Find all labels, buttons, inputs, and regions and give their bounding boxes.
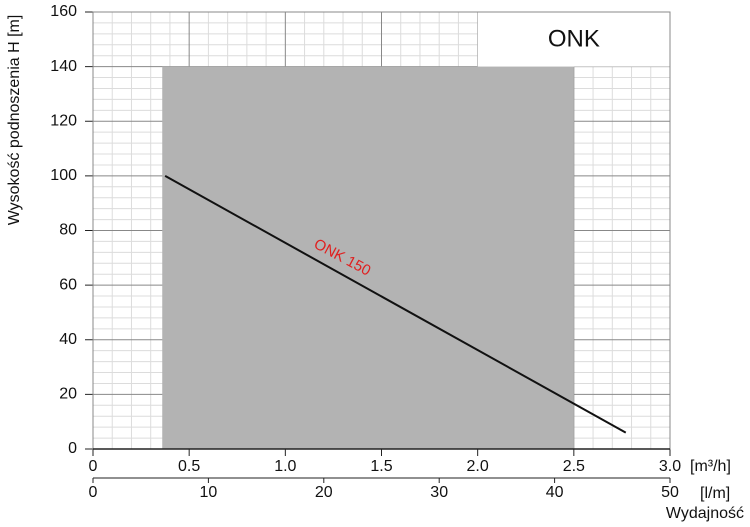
x2-tick-label: 0 (89, 484, 98, 501)
x-tick-label: 0.5 (178, 458, 200, 475)
x-unit: [m³/h] (690, 458, 731, 475)
x2-unit: [l/m] (700, 485, 730, 502)
y-tick-label: 0 (68, 440, 77, 457)
x-tick-label: 2.0 (467, 458, 489, 475)
x2-tick-label: 40 (546, 484, 564, 501)
y-tick-label: 80 (59, 222, 77, 239)
x2-tick-label: 30 (430, 484, 448, 501)
y-tick-label: 60 (59, 276, 77, 293)
operating-region (162, 66, 574, 449)
chart-title: ONK (548, 25, 600, 52)
y-tick-label: 120 (50, 112, 77, 129)
y-tick-label: 40 (59, 331, 77, 348)
x-tick-label: 2.5 (563, 458, 585, 475)
x2-axis-label: Wydajność (666, 505, 744, 522)
series-line (164, 175, 627, 434)
x2-tick-label: 20 (315, 484, 333, 501)
x-tick-label: 1.5 (370, 458, 392, 475)
x-tick-label: 1.0 (274, 458, 296, 475)
x2-tick-label: 10 (200, 484, 218, 501)
x2-tick-label: 50 (661, 484, 679, 501)
y-tick-label: 100 (50, 167, 77, 184)
y-axis-label: Wysokość podnoszenia H [m] (6, 15, 23, 226)
y-tick-label: 140 (50, 58, 77, 75)
x-tick-label: 3.0 (659, 458, 681, 475)
title-box (477, 12, 670, 67)
y-tick-label: 20 (59, 386, 77, 403)
x-tick-label: 0 (89, 458, 98, 475)
y-tick-label: 160 (50, 3, 77, 20)
